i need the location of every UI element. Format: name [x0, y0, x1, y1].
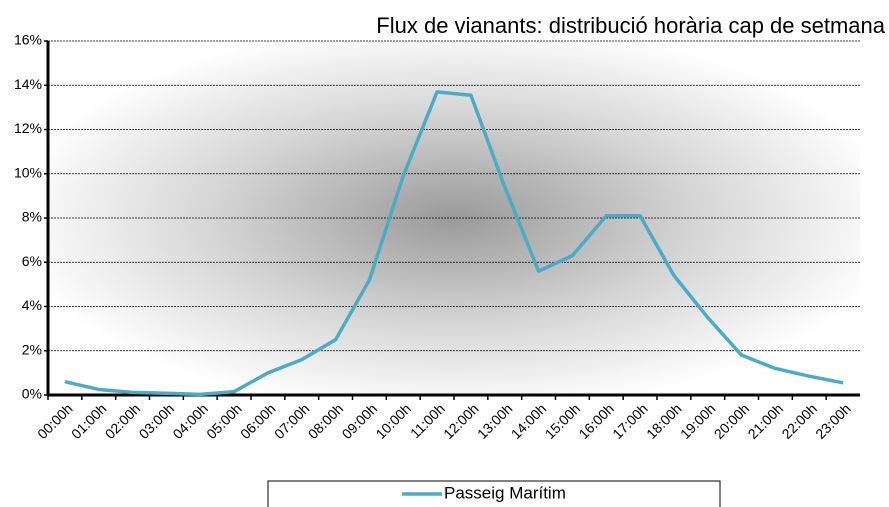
x-tick-label: 23:00h [812, 400, 854, 442]
x-tick-label: 06:00h [237, 400, 279, 442]
series-line [64, 90, 844, 397]
x-tick-label: 09:00h [339, 400, 381, 442]
x-tick-label: 12:00h [440, 400, 482, 442]
chart-title: Flux de vianants: distribució horària ca… [376, 13, 885, 38]
x-tick-label: 19:00h [677, 400, 719, 442]
x-tick-label: 13:00h [474, 400, 516, 442]
x-tick-label: 04:00h [169, 400, 211, 442]
x-tick-label: 14:00h [508, 400, 550, 442]
x-tick-label: 02:00h [102, 400, 144, 442]
y-tick-label: 16% [14, 32, 42, 48]
x-tick-label: 07:00h [271, 400, 313, 442]
x-tick-label: 03:00h [136, 400, 178, 442]
x-tick-label: 22:00h [778, 400, 820, 442]
x-tick-label: 11:00h [407, 400, 448, 441]
y-tick-label: 2% [22, 341, 42, 357]
x-tick-label: 08:00h [305, 400, 347, 442]
x-tick-label: 21:00h [745, 400, 787, 442]
x-tick-label: 10:00h [372, 400, 414, 442]
x-tick-label: 18:00h [643, 400, 685, 442]
x-tick-label: 17:00h [609, 400, 651, 442]
x-tick-label: 20:00h [711, 400, 753, 442]
legend-label: Passeig Marítim [444, 483, 566, 502]
y-tick-label: 0% [22, 386, 42, 402]
y-tick-label: 12% [14, 120, 42, 136]
y-tick-label: 6% [22, 253, 42, 269]
x-tick-label: 16:00h [575, 400, 617, 442]
x-tick-label: 15:00h [542, 400, 584, 442]
y-tick-label: 14% [14, 76, 42, 92]
x-tick-label: 00:00h [34, 400, 76, 442]
x-tick-label: 05:00h [203, 400, 245, 442]
legend-box [267, 480, 721, 507]
x-tick-label: 01:00h [68, 400, 110, 442]
y-tick-label: 8% [22, 209, 42, 225]
y-tick-label: 4% [22, 297, 42, 313]
y-tick-label: 10% [14, 164, 42, 180]
